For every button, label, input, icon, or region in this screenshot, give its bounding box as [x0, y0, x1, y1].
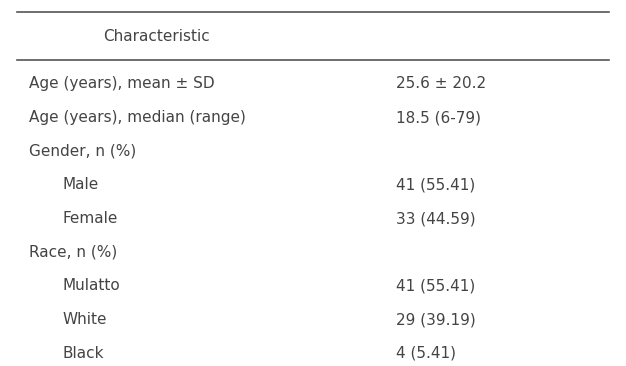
- Text: Black: Black: [63, 346, 105, 361]
- Text: Female: Female: [63, 211, 118, 226]
- Text: Male: Male: [63, 178, 99, 193]
- Text: White: White: [63, 312, 107, 327]
- Text: Characteristic: Characteristic: [103, 29, 210, 44]
- Text: 41 (55.41): 41 (55.41): [396, 178, 476, 193]
- Text: 41 (55.41): 41 (55.41): [396, 279, 476, 294]
- Text: 33 (44.59): 33 (44.59): [396, 211, 476, 226]
- Text: 29 (39.19): 29 (39.19): [396, 312, 476, 327]
- Text: 25.6 ± 20.2: 25.6 ± 20.2: [396, 76, 486, 92]
- Text: Mulatto: Mulatto: [63, 279, 121, 294]
- Text: 18.5 (6-79): 18.5 (6-79): [396, 110, 481, 125]
- Text: Gender, n (%): Gender, n (%): [29, 144, 136, 159]
- Text: Age (years), median (range): Age (years), median (range): [29, 110, 246, 125]
- Text: 4 (5.41): 4 (5.41): [396, 346, 456, 361]
- Text: Race, n (%): Race, n (%): [29, 245, 117, 260]
- Text: Age (years), mean ± SD: Age (years), mean ± SD: [29, 76, 215, 92]
